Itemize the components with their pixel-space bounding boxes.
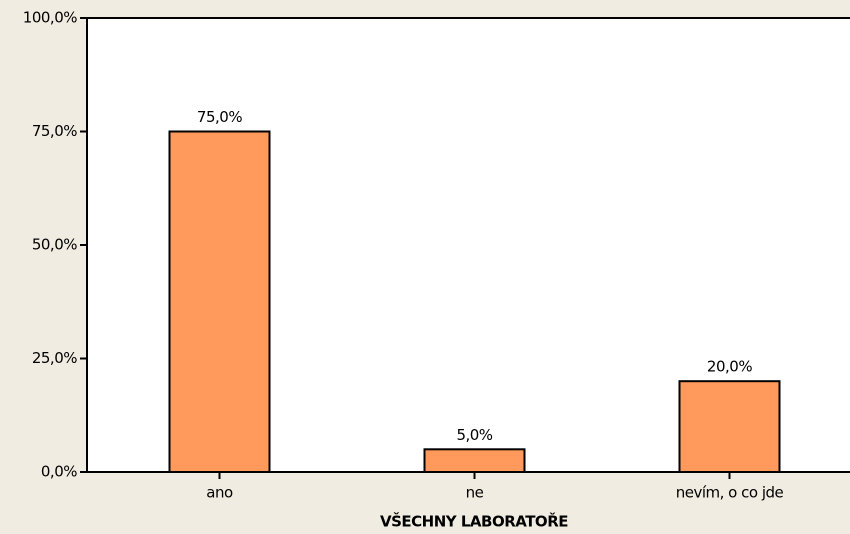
y-tick-label: 75,0%	[32, 122, 77, 140]
x-tick-label: ne	[466, 484, 484, 502]
bar	[423, 448, 526, 473]
bar	[678, 380, 781, 474]
y-tick-label: 100,0%	[23, 9, 77, 27]
x-tick-label: nevím, o co jde	[676, 484, 784, 502]
value-label: 20,0%	[707, 358, 752, 376]
y-tick-label: 0,0%	[41, 463, 77, 481]
y-tick-label: 25,0%	[32, 349, 77, 367]
bar	[168, 130, 271, 473]
value-label: 5,0%	[456, 426, 492, 444]
value-label: 75,0%	[197, 108, 242, 126]
x-axis-label: VŠECHNY LABORATOŘE	[380, 512, 568, 531]
x-tick-label: ano	[206, 484, 233, 502]
y-tick-label: 50,0%	[32, 236, 77, 254]
